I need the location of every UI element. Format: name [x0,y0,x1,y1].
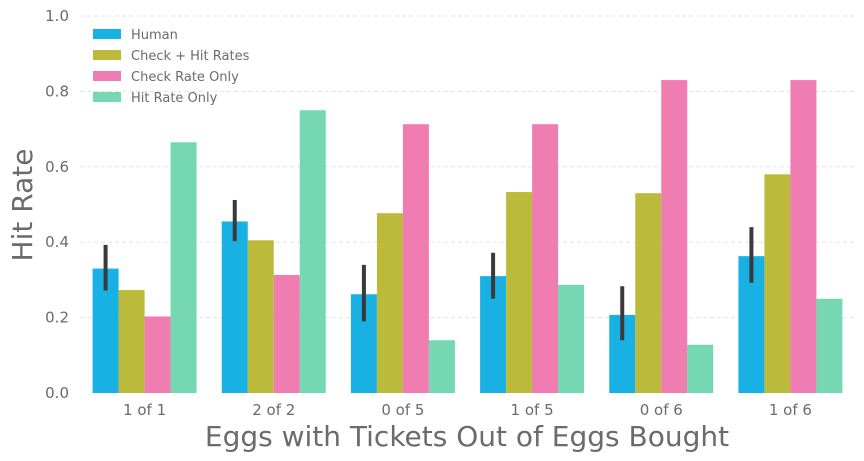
grid-lines [80,15,855,319]
bar-hit-rate-only [816,298,843,393]
x-tick-label: 1 of 1 [123,401,166,419]
bar-check-rate-only [790,80,817,393]
x-tick-label: 1 of 6 [769,401,812,419]
bar-check-hit-rates [376,213,403,393]
bar-check-rate-only [532,124,559,393]
x-axis-label: Eggs with Tickets Out of Eggs Bought [205,420,729,453]
bar-hit-rate-only [299,110,326,393]
bar-check-rate-only [273,274,300,393]
legend-swatch [93,29,121,39]
legend-label: Human [131,28,178,43]
bar-hit-rate-only [428,340,455,393]
x-tick-label: 0 of 5 [381,401,424,419]
bar-check-rate-only [144,316,171,393]
bar-check-hit-rates [635,193,662,393]
bar-hit-rate-only [687,344,714,393]
bar-check-hit-rates [506,192,533,393]
bar-check-hit-rates [118,290,145,393]
legend-swatch [93,50,121,60]
legend-swatch [93,92,121,102]
legend-swatch [93,71,121,81]
y-tick-labels: 0.0 0.2 0.4 0.6 0.8 1.0 [45,7,69,402]
bar-hit-rate-only [170,142,197,393]
legend-label: Hit Rate Only [131,91,218,106]
bar-check-hit-rates [764,174,791,393]
y-tick-label: 0.2 [45,309,69,327]
bar-hit-rate-only [558,284,585,393]
y-axis-label: Hit Rate [6,149,39,262]
bar-human [221,221,248,393]
x-tick-label: 1 of 5 [511,401,554,419]
y-tick-label: 0.4 [45,233,69,251]
legend-label: Check Rate Only [131,70,239,85]
x-tick-labels: 1 of 1 2 of 2 0 of 5 1 of 5 0 of 6 1 of 6 [123,401,812,419]
y-tick-label: 0.8 [45,82,69,100]
bars [92,80,843,393]
legend: Human Check + Hit Rates Check Rate Only Hit… [93,28,250,106]
y-tick-label: 0.6 [45,158,69,176]
legend-label: Check + Hit Rates [131,49,250,64]
y-tick-label: 1.0 [45,7,69,25]
bar-check-rate-only [661,80,688,393]
bar-check-hit-rates [247,240,274,393]
y-tick-label: 0.0 [45,384,69,402]
x-tick-label: 2 of 2 [252,401,295,419]
error-bars [103,199,754,341]
bar-check-rate-only [402,124,429,393]
x-tick-label: 0 of 6 [640,401,683,419]
